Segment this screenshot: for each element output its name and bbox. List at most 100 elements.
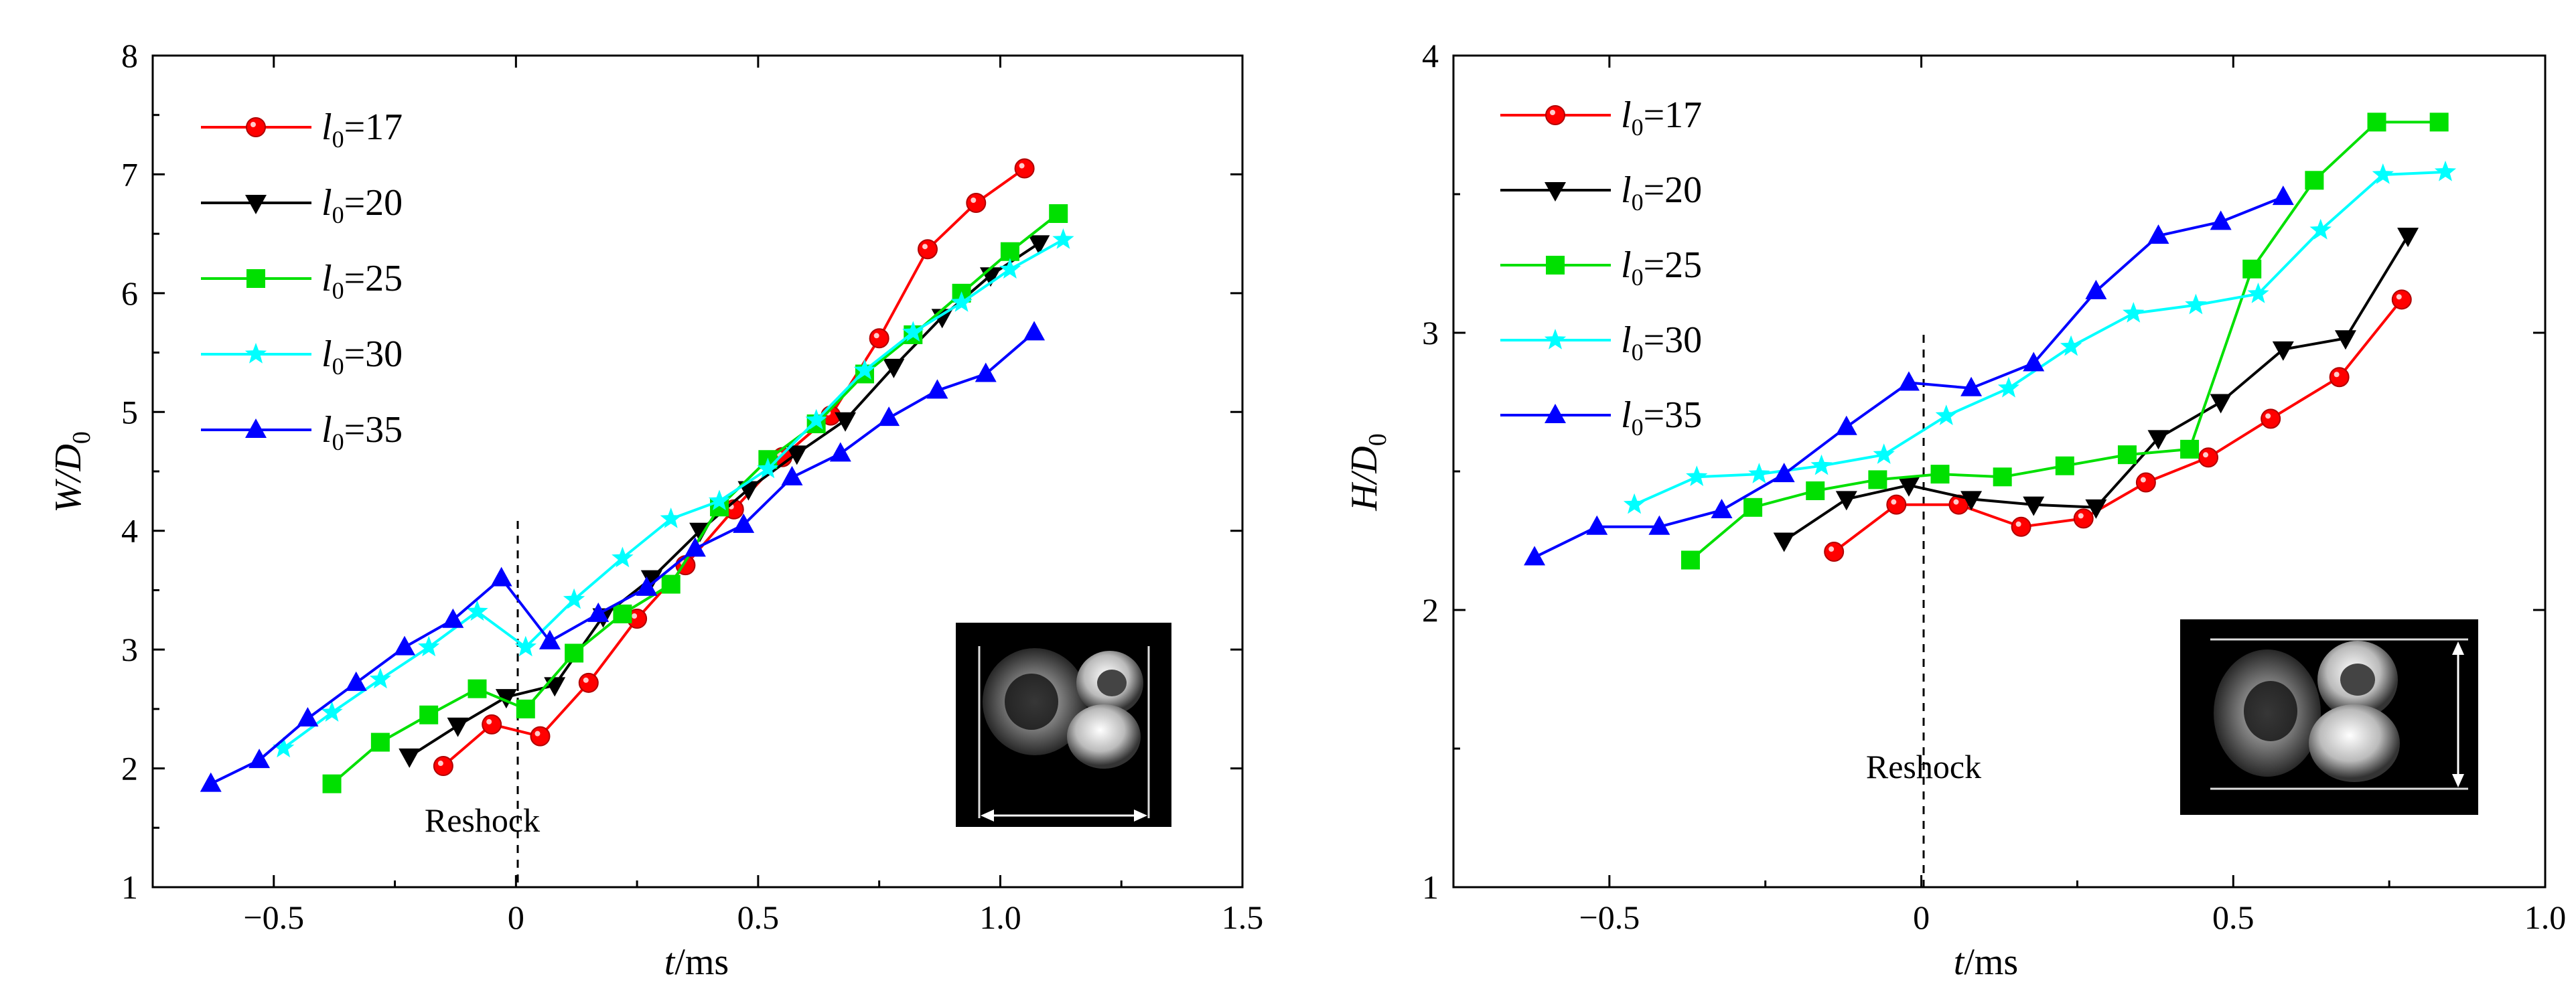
data-point <box>246 117 266 137</box>
data-point <box>1930 465 1950 484</box>
data-point <box>2309 218 2332 240</box>
marker-highlight <box>2203 452 2209 458</box>
data-point <box>1773 532 1795 552</box>
series-line <box>1833 299 2403 553</box>
ticks-left: −0.5 0 0.5 1.0 1.5 1 2 3 4 5 6 7 8 <box>121 37 1263 936</box>
data-point <box>200 772 222 792</box>
legend-item: l0=35 <box>201 409 403 455</box>
data-point <box>419 705 439 724</box>
data-point <box>926 379 948 399</box>
data-point <box>1824 542 1845 562</box>
data-point <box>2272 185 2294 206</box>
legend-label: l0=17 <box>321 106 403 153</box>
data-point <box>1960 376 1983 396</box>
arrowhead-down-icon <box>2452 774 2464 787</box>
data-point <box>1935 404 1957 425</box>
vortex-right-bottom <box>2309 704 2400 782</box>
legend-item: l0=25 <box>1500 244 1702 291</box>
marker-highlight <box>1550 110 1555 115</box>
marker-highlight <box>1891 499 1897 505</box>
data-point <box>246 269 265 288</box>
data-point <box>1868 470 1887 489</box>
y-tick-label: 6 <box>121 275 138 312</box>
data-point <box>369 668 391 689</box>
marker-highlight <box>437 761 443 767</box>
legend-right: l0=17 l0=20 l0=25 l0=30 l0=35 <box>1500 94 1702 441</box>
legend-item: l0=17 <box>1500 94 1702 141</box>
y-tick-label: 3 <box>1422 314 1439 352</box>
y-tick-label: 3 <box>121 631 138 668</box>
data-point <box>2397 228 2419 248</box>
marker-highlight <box>2078 513 2084 519</box>
data-point <box>612 546 634 568</box>
series-30 <box>273 228 1074 758</box>
data-point <box>2117 445 2137 465</box>
marker-highlight <box>486 718 492 724</box>
legend-item: l0=25 <box>201 258 403 304</box>
x-tick-label: 1.0 <box>2524 899 2567 936</box>
data-point <box>883 358 905 378</box>
data-point <box>433 756 453 777</box>
data-point <box>2123 302 2145 323</box>
marker-highlight <box>922 244 928 250</box>
data-point <box>1743 497 1763 517</box>
x-tick-label: −0.5 <box>1579 899 1640 936</box>
data-point <box>2367 112 2386 132</box>
data-point <box>2242 259 2262 279</box>
x-axis-label-main: t <box>1954 941 1965 983</box>
x-axis-label-right: t/ms <box>1954 941 2018 983</box>
y-tick-label: 1 <box>121 868 138 906</box>
legend-item: l0=30 <box>201 333 403 380</box>
y-tick-label: 5 <box>121 393 138 431</box>
data-point <box>757 457 779 479</box>
data-point <box>2434 160 2457 181</box>
data-point <box>442 608 464 628</box>
data-point <box>2334 330 2356 350</box>
y-axis-label-sub: 0 <box>1364 433 1392 446</box>
data-point <box>490 566 512 587</box>
data-point <box>1993 467 2012 487</box>
inset-label-w: W <box>1049 772 1084 816</box>
data-point <box>2261 408 2281 429</box>
data-point <box>2055 456 2074 475</box>
vortex-left-core <box>1005 674 1058 730</box>
data-point <box>1873 443 1895 464</box>
marker-highlight <box>583 677 589 683</box>
series-35 <box>1524 185 2294 566</box>
data-point <box>2210 210 2232 230</box>
data-point <box>636 576 658 596</box>
y-axis-label-main: H/D <box>1344 446 1385 511</box>
y-axis-label-sub: 0 <box>68 431 96 444</box>
data-point <box>563 588 585 609</box>
legend-item: l0=30 <box>1500 319 1702 366</box>
data-point <box>1546 256 1565 275</box>
data-point <box>578 672 599 693</box>
series-35 <box>200 321 1046 792</box>
data-point <box>245 418 267 438</box>
data-point <box>1680 550 1700 570</box>
data-point <box>1028 235 1050 255</box>
data-point <box>244 343 267 364</box>
legend-label: l0=35 <box>321 409 403 455</box>
arrowhead-up-icon <box>2452 641 2464 655</box>
data-point <box>1835 415 1857 435</box>
data-point <box>1686 465 1708 486</box>
data-point <box>869 328 889 349</box>
legend-label: l0=20 <box>321 182 403 228</box>
vortex-right-bottom <box>1067 704 1141 769</box>
y-axis-label-right: H/D0 <box>1344 433 1392 511</box>
legend-label: l0=30 <box>321 333 403 380</box>
legend-item: l0=20 <box>201 182 403 228</box>
data-point <box>805 408 827 430</box>
data-point <box>2135 472 2156 493</box>
series-group-right <box>1524 112 2457 570</box>
series-17 <box>433 158 1035 777</box>
data-point <box>835 412 857 432</box>
marker-highlight <box>2140 477 2146 483</box>
data-point <box>1023 321 1046 341</box>
data-point <box>1898 477 1920 497</box>
data-point <box>2085 499 2107 519</box>
ticks-right: −0.5 0 0.5 1.0 1 2 3 4 <box>1422 37 2566 936</box>
data-point <box>1648 515 1670 535</box>
